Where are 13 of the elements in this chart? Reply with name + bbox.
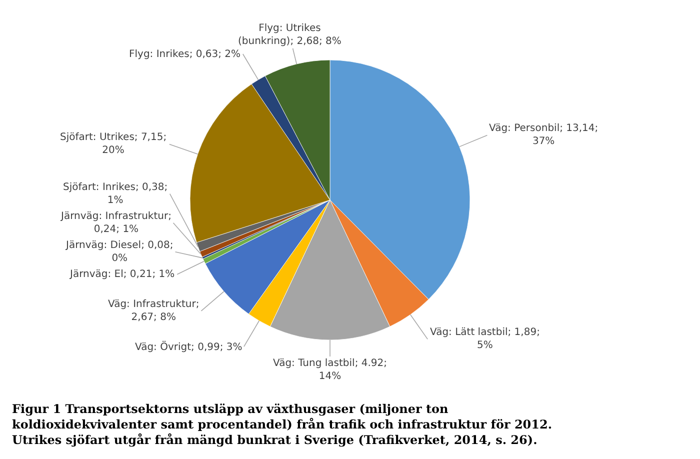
slice-label: Järnväg: El; 0,21; 1%	[69, 269, 175, 280]
slice-label: Väg: Tung lastbil; 4.92; 14%	[273, 358, 388, 382]
slice-label: Väg: Övrigt; 0,99; 3%	[135, 340, 242, 353]
slice-label: Väg: Lätt lastbil; 1,89; 5%	[430, 327, 540, 351]
slice-label: Flyg: Utrikes (bunkring); 2,68; 8%	[238, 23, 342, 47]
slice-label: Järnväg: Diesel; 0,08; 0%	[65, 240, 174, 264]
text: Figur 1 Transportsektorns utsläpp av växthusgaser (miljoner ton koldioxidekvivalenter samt procentandel) från trafik och infrastruktur för 2012. Utrikes sjöfart utgår från mängd bunkrat i Sverige (Trafikverket, 2014, s. 26).	[12, 402, 552, 448]
slice-label: Väg: Infrastruktur; 2,67; 8%	[108, 299, 200, 323]
slice-label: Sjöfart: Utrikes; 7,15; 20%	[60, 132, 167, 156]
slice-label: Järnväg: Infrastruktur; 0,24; 1%	[60, 211, 172, 235]
slice-label: Flyg: Inrikes; 0,63; 2%	[129, 49, 241, 60]
slice-label: Sjöfart: Inrikes; 0,38; 1%	[63, 182, 168, 206]
slice-label: Väg: Personbil; 13,14; 37%	[489, 123, 598, 147]
